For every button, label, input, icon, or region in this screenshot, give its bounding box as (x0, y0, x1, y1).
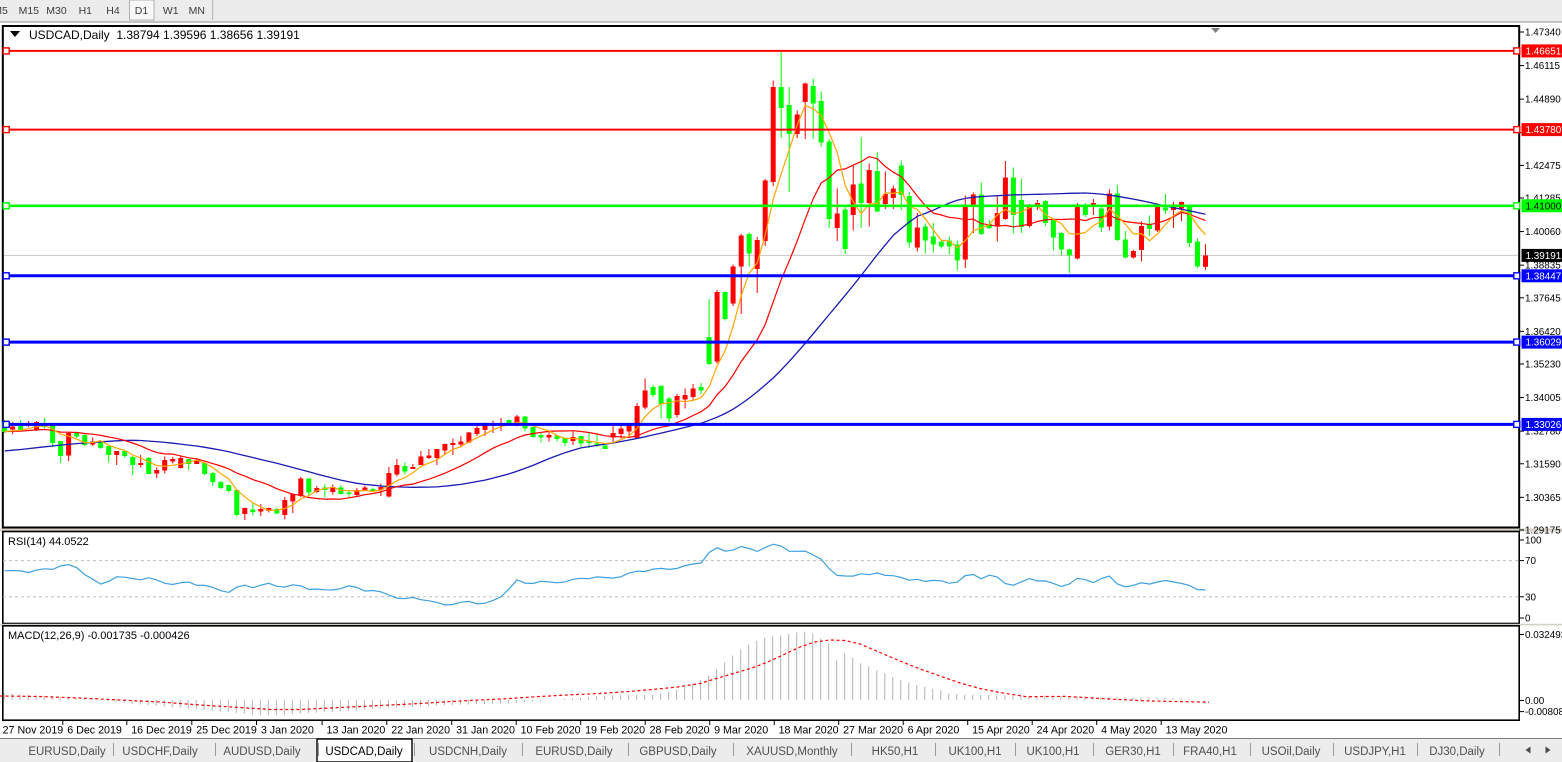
svg-text:USOil,Daily: USOil,Daily (1262, 746, 1321, 758)
svg-text:1.37645: 1.37645 (1525, 293, 1561, 304)
svg-text:28 Feb 2020: 28 Feb 2020 (650, 725, 710, 737)
svg-text:1.38835: 1.38835 (1525, 261, 1561, 272)
svg-text:24 Apr 2020: 24 Apr 2020 (1037, 725, 1095, 737)
svg-text:UK100,H1: UK100,H1 (1026, 746, 1079, 758)
svg-text:13 May 2020: 13 May 2020 (1166, 725, 1228, 737)
svg-text:USDCAD,Daily: USDCAD,Daily (325, 746, 403, 758)
svg-text:27 Mar 2020: 27 Mar 2020 (843, 725, 903, 737)
svg-text:USDJPY,H1: USDJPY,H1 (1344, 746, 1406, 758)
svg-text:USDCAD,Daily 1.38794 1.39596: USDCAD,Daily 1.38794 1.39596 1.38656 1.3… (29, 28, 300, 42)
svg-text:1.35230: 1.35230 (1525, 359, 1561, 370)
svg-text:0.00: 0.00 (1525, 696, 1545, 707)
svg-text:27 Nov 2019: 27 Nov 2019 (3, 725, 64, 737)
svg-text:MACD(12,26,9) -0.001735 -0.000: MACD(12,26,9) -0.001735 -0.000426 (8, 630, 190, 642)
svg-text:GER30,H1: GER30,H1 (1105, 746, 1161, 758)
svg-text:6 Apr 2020: 6 Apr 2020 (908, 725, 960, 737)
svg-text:30: 30 (1525, 592, 1536, 603)
svg-text:D1: D1 (135, 5, 149, 17)
svg-text:W1: W1 (163, 5, 179, 17)
svg-text:10 Feb 2020: 10 Feb 2020 (521, 725, 581, 737)
svg-text:1.47340: 1.47340 (1525, 28, 1561, 39)
svg-text:31 Jan 2020: 31 Jan 2020 (456, 725, 515, 737)
svg-text:22 Jan 2020: 22 Jan 2020 (391, 725, 450, 737)
svg-text:FRA40,H1: FRA40,H1 (1183, 746, 1237, 758)
svg-text:4 May 2020: 4 May 2020 (1101, 725, 1157, 737)
svg-text:1.42475: 1.42475 (1525, 161, 1561, 172)
svg-text:USDCNH,Daily: USDCNH,Daily (429, 746, 507, 758)
svg-text:1.34005: 1.34005 (1525, 393, 1561, 404)
svg-text:1.36029: 1.36029 (1526, 338, 1562, 349)
svg-text:6 Dec 2019: 6 Dec 2019 (67, 725, 122, 737)
svg-text:GBPUSD,Daily: GBPUSD,Daily (639, 746, 717, 758)
svg-text:1.33026: 1.33026 (1526, 420, 1562, 431)
svg-text:1.30365: 1.30365 (1525, 493, 1561, 504)
svg-text:MN: MN (189, 5, 205, 17)
svg-text:XAUUSD,Monthly: XAUUSD,Monthly (746, 746, 838, 758)
svg-text:1.31590: 1.31590 (1525, 459, 1561, 470)
svg-text:EURUSD,Daily: EURUSD,Daily (28, 746, 106, 758)
svg-text:25 Dec 2019: 25 Dec 2019 (196, 725, 257, 737)
svg-text:M30: M30 (46, 5, 67, 17)
svg-text:1.41000: 1.41000 (1526, 201, 1562, 212)
svg-text:0: 0 (1525, 614, 1531, 625)
svg-text:H4: H4 (106, 5, 120, 17)
svg-text:100: 100 (1525, 536, 1542, 547)
svg-text:1.38447: 1.38447 (1526, 271, 1562, 282)
svg-text:H1: H1 (79, 5, 93, 17)
svg-text:DJ30,Daily: DJ30,Daily (1429, 746, 1485, 758)
svg-text:18 Mar 2020: 18 Mar 2020 (779, 725, 839, 737)
svg-text:M15: M15 (19, 5, 40, 17)
svg-text:-0.008086: -0.008086 (1525, 707, 1562, 718)
svg-text:19 Feb 2020: 19 Feb 2020 (585, 725, 645, 737)
svg-text:15 Apr 2020: 15 Apr 2020 (972, 725, 1030, 737)
svg-text:USDCHF,Daily: USDCHF,Daily (122, 746, 198, 758)
svg-text:70: 70 (1525, 556, 1536, 567)
svg-text:1.29175: 1.29175 (1525, 525, 1561, 536)
svg-text:EURUSD,Daily: EURUSD,Daily (535, 746, 613, 758)
svg-text:1.40060: 1.40060 (1525, 227, 1561, 238)
svg-text:1.39191: 1.39191 (1526, 251, 1562, 262)
svg-text:UK100,H1: UK100,H1 (948, 746, 1001, 758)
svg-text:1.46115: 1.46115 (1525, 61, 1560, 72)
svg-text:1.46651: 1.46651 (1526, 46, 1562, 57)
svg-text:HK50,H1: HK50,H1 (872, 746, 919, 758)
svg-text:1.32780: 1.32780 (1525, 427, 1561, 438)
svg-text:9 Mar 2020: 9 Mar 2020 (714, 725, 768, 737)
svg-text:16 Dec 2019: 16 Dec 2019 (131, 725, 192, 737)
svg-text:3 Jan 2020: 3 Jan 2020 (261, 725, 314, 737)
svg-text:AUDUSD,Daily: AUDUSD,Daily (223, 746, 301, 758)
svg-text:0.032493: 0.032493 (1525, 630, 1562, 641)
svg-text:1.41285: 1.41285 (1525, 193, 1561, 204)
svg-text:1.43780: 1.43780 (1526, 125, 1562, 136)
svg-text:1.36420: 1.36420 (1525, 327, 1561, 338)
svg-text:1.44890: 1.44890 (1525, 95, 1561, 106)
svg-text:RSI(14) 44.0522: RSI(14) 44.0522 (8, 536, 89, 548)
svg-text:M5: M5 (0, 5, 8, 17)
svg-text:13 Jan 2020: 13 Jan 2020 (327, 725, 386, 737)
